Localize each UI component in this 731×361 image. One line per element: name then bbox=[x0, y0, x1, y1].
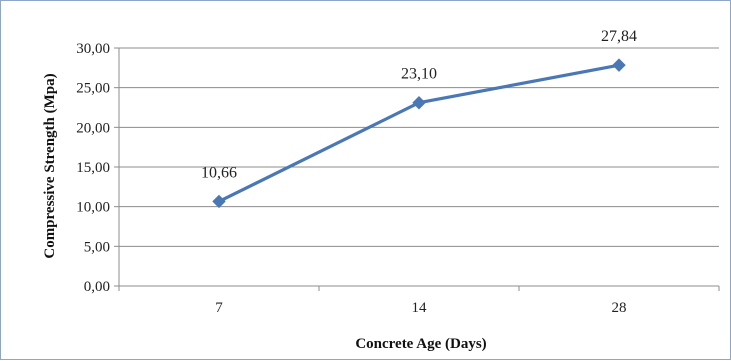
x-tick-label: 7 bbox=[215, 300, 223, 316]
y-tick-label: 0,00 bbox=[84, 279, 110, 295]
data-label: 23,10 bbox=[401, 66, 437, 83]
y-tick-label: 5,00 bbox=[84, 239, 110, 255]
x-tick-label: 28 bbox=[612, 300, 627, 316]
series bbox=[212, 58, 626, 209]
data-point-marker bbox=[412, 96, 426, 110]
data-label: 27,84 bbox=[601, 28, 637, 45]
data-point-marker bbox=[212, 194, 226, 209]
data-labels: 10,66 23,10 27,84 bbox=[201, 28, 637, 181]
x-tick-labels: 7 14 28 bbox=[215, 300, 626, 316]
data-label: 10,66 bbox=[201, 164, 237, 181]
y-axis-title: Compressive Strength (Mpa) bbox=[42, 73, 58, 258]
x-tick-label: 14 bbox=[412, 300, 428, 316]
y-tick-label: 20,00 bbox=[76, 120, 110, 136]
x-axis-title: Concrete Age (Days) bbox=[355, 336, 486, 352]
y-tick-label: 30,00 bbox=[76, 41, 110, 57]
y-tick-label: 10,00 bbox=[76, 200, 110, 216]
y-tick-label: 25,00 bbox=[76, 81, 110, 97]
data-point-marker bbox=[612, 58, 626, 72]
axes bbox=[114, 47, 720, 291]
y-tick-label: 15,00 bbox=[76, 160, 110, 176]
y-tick-labels: 0,00 5,00 10,00 15,00 20,00 25,00 30,00 bbox=[76, 41, 110, 295]
series-line bbox=[217, 63, 621, 204]
